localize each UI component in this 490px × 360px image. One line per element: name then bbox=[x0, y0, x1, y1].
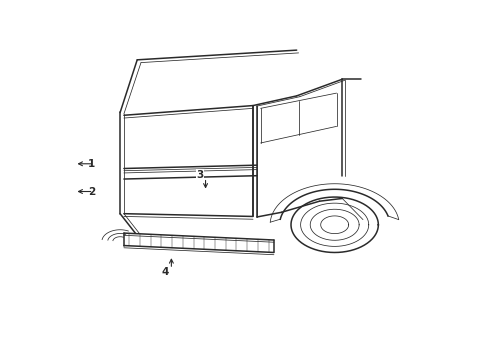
Text: 3: 3 bbox=[196, 170, 203, 180]
Text: 1: 1 bbox=[88, 159, 95, 169]
Text: 4: 4 bbox=[162, 267, 170, 277]
Text: 2: 2 bbox=[88, 186, 95, 197]
